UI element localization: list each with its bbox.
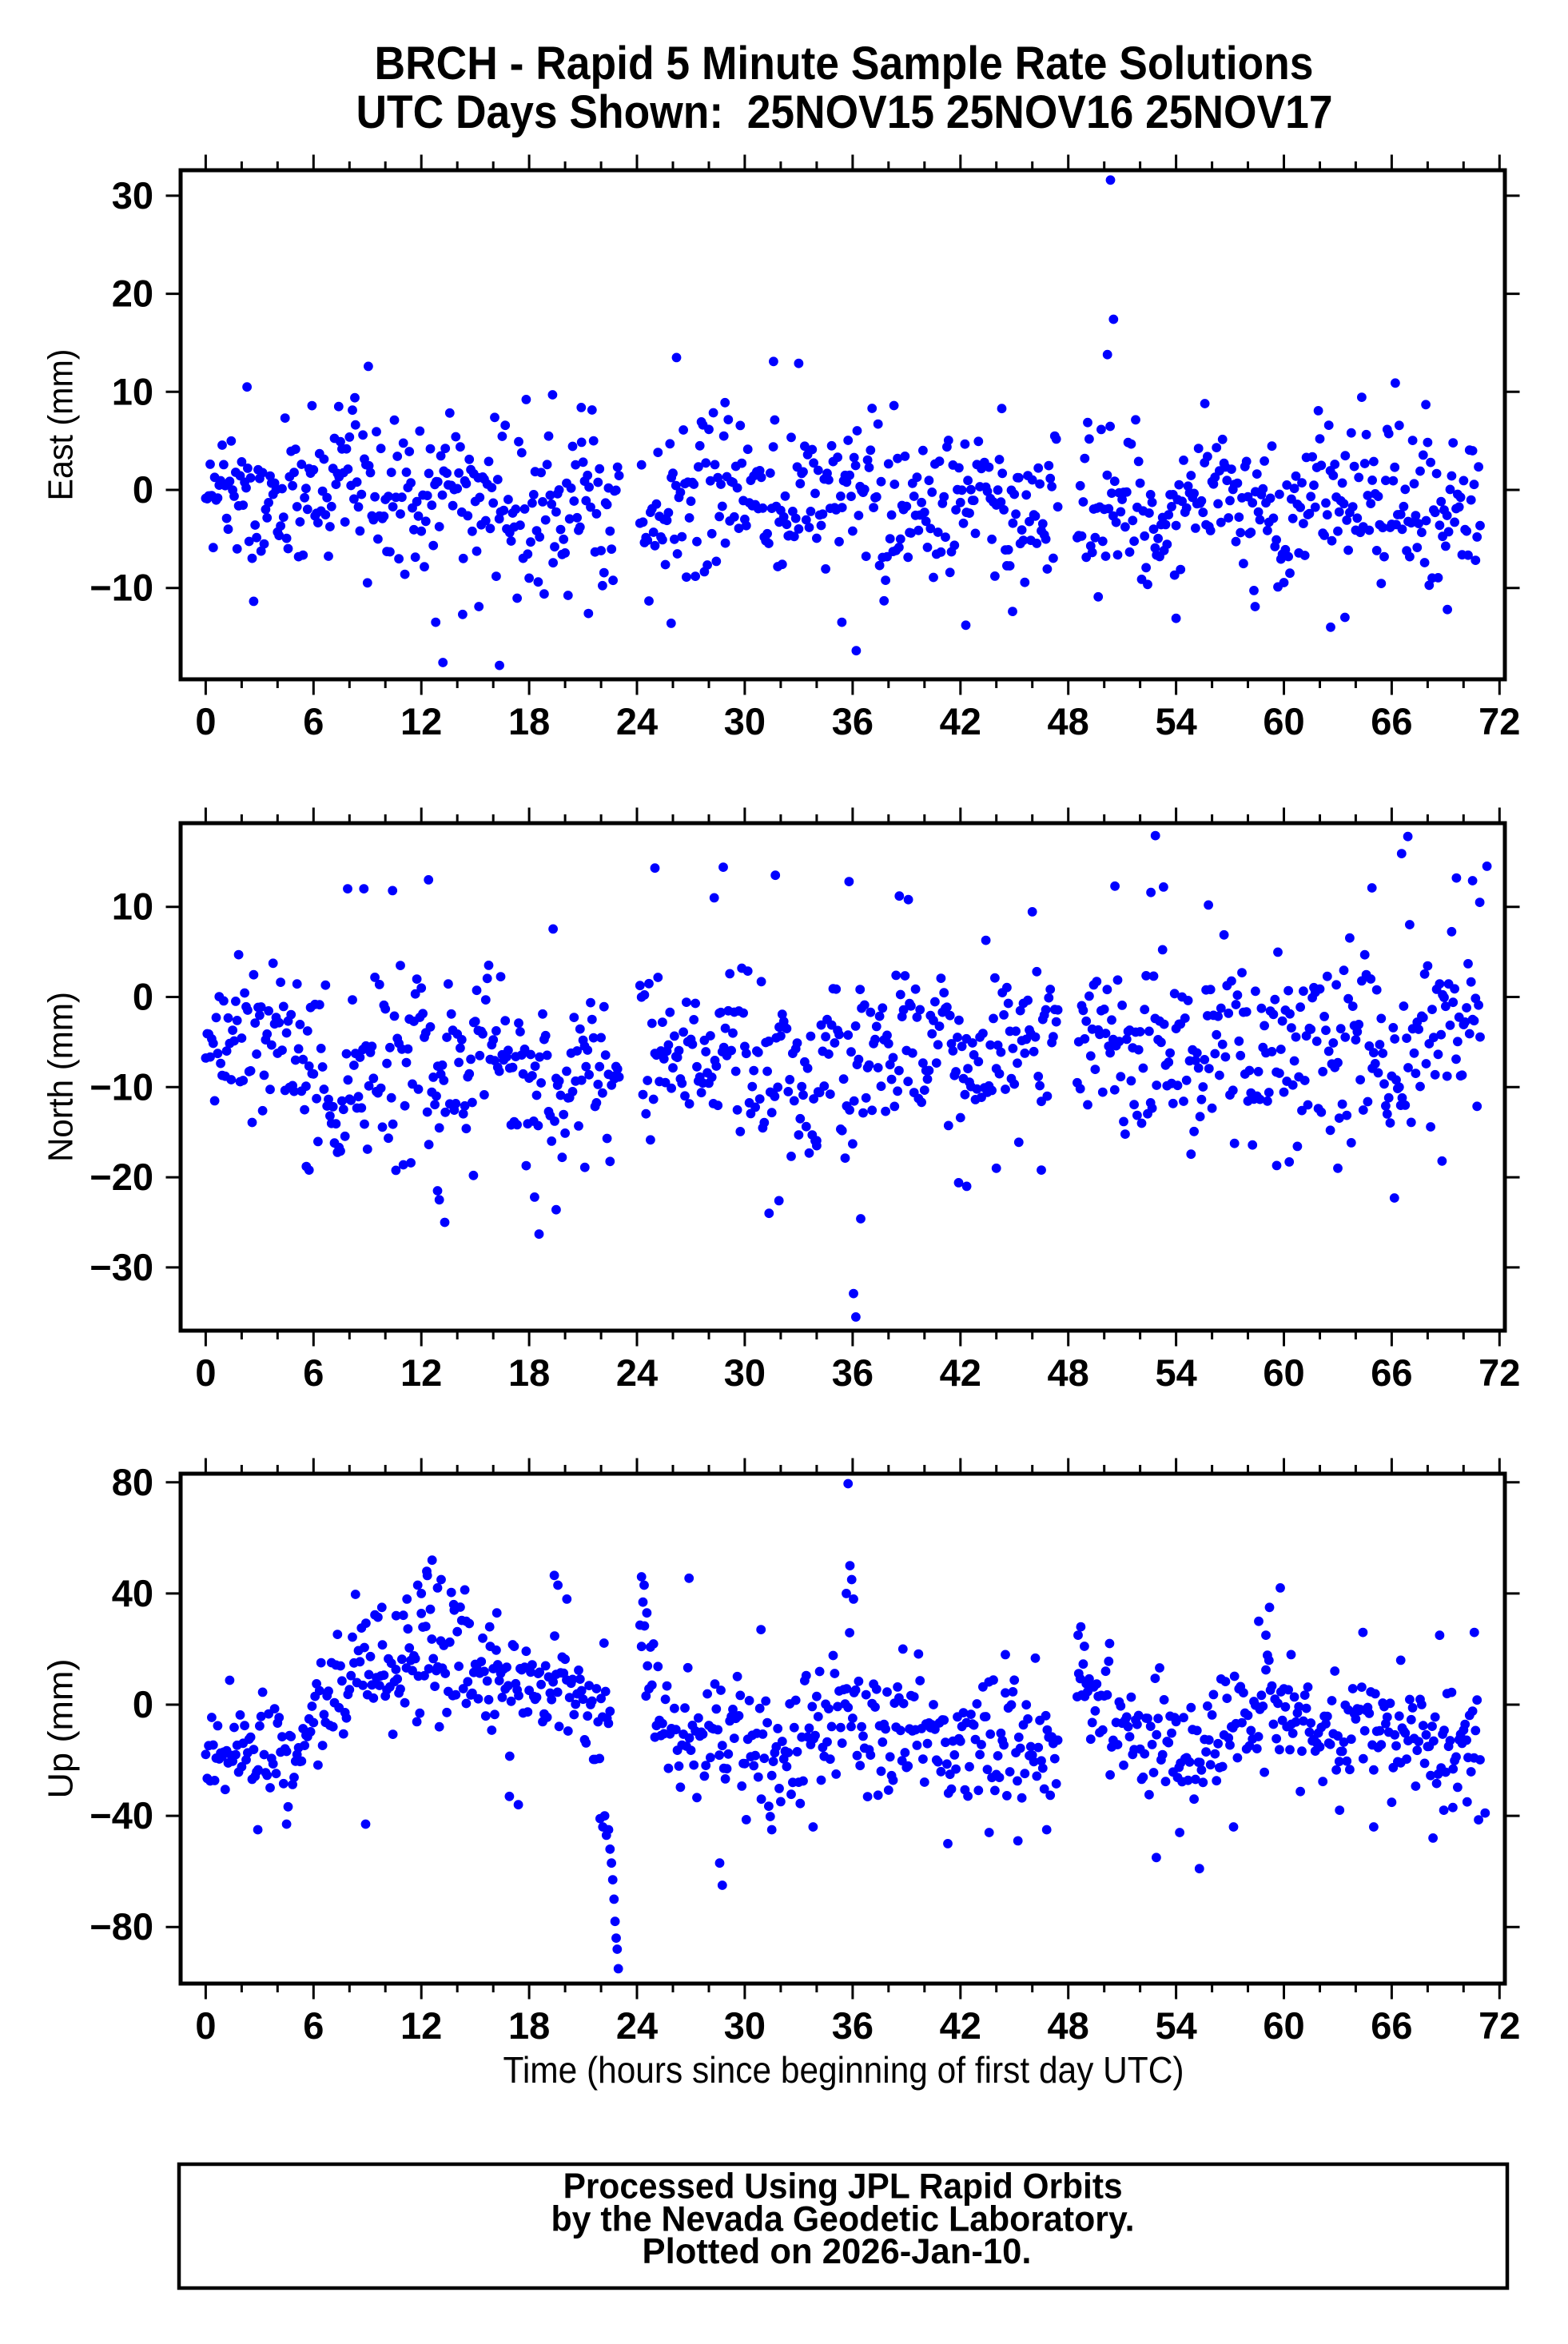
svg-text:6: 6 [303, 2004, 324, 2047]
svg-text:54: 54 [1155, 1351, 1196, 1394]
svg-text:30: 30 [724, 1351, 766, 1394]
svg-text:66: 66 [1371, 700, 1412, 742]
svg-text:North (mm): North (mm) [42, 992, 81, 1162]
svg-text:42: 42 [940, 2004, 981, 2047]
svg-text:10: 10 [112, 885, 153, 928]
svg-text:Up (mm): Up (mm) [42, 1659, 81, 1799]
svg-text:48: 48 [1048, 1351, 1089, 1394]
svg-text:72: 72 [1478, 2004, 1520, 2047]
svg-text:36: 36 [832, 700, 874, 742]
svg-text:0: 0 [195, 700, 216, 742]
svg-text:30: 30 [724, 700, 766, 742]
svg-text:BRCH - Rapid 5 Minute Sample R: BRCH - Rapid 5 Minute Sample Rate Soluti… [375, 38, 1314, 90]
svg-text:Time (hours since beginning of: Time (hours since beginning of first day… [503, 2049, 1184, 2091]
svg-text:60: 60 [1263, 700, 1304, 742]
svg-text:66: 66 [1371, 2004, 1412, 2047]
svg-text:48: 48 [1048, 2004, 1089, 2047]
svg-text:18: 18 [508, 700, 550, 742]
svg-text:30: 30 [112, 174, 153, 217]
svg-text:−10: −10 [90, 567, 153, 609]
svg-text:12: 12 [400, 2004, 442, 2047]
svg-text:−80: −80 [90, 1905, 153, 1948]
svg-text:30: 30 [724, 2004, 766, 2047]
svg-text:−40: −40 [90, 1794, 153, 1837]
svg-text:42: 42 [940, 1351, 981, 1394]
svg-text:40: 40 [112, 1572, 153, 1614]
svg-text:−10: −10 [90, 1065, 153, 1108]
svg-text:East (mm): East (mm) [42, 349, 81, 501]
svg-text:12: 12 [400, 700, 442, 742]
svg-text:20: 20 [112, 273, 153, 315]
svg-text:72: 72 [1478, 1351, 1520, 1394]
svg-text:18: 18 [508, 2004, 550, 2047]
svg-text:60: 60 [1263, 1351, 1304, 1394]
svg-text:−30: −30 [90, 1246, 153, 1288]
svg-text:0: 0 [133, 1683, 153, 1725]
svg-text:24: 24 [616, 1351, 658, 1394]
svg-text:6: 6 [303, 700, 324, 742]
svg-text:54: 54 [1155, 2004, 1196, 2047]
svg-text:72: 72 [1478, 700, 1520, 742]
svg-text:0: 0 [133, 976, 153, 1018]
svg-text:66: 66 [1371, 1351, 1412, 1394]
svg-text:36: 36 [832, 1351, 874, 1394]
svg-text:UTC Days Shown: 25NOV15 25NOV: UTC Days Shown: 25NOV15 25NOV16 25NOV17 [356, 86, 1333, 138]
svg-text:42: 42 [940, 700, 981, 742]
svg-text:24: 24 [616, 2004, 658, 2047]
svg-text:36: 36 [832, 2004, 874, 2047]
svg-text:0: 0 [133, 468, 153, 511]
svg-text:by the Nevada Geodetic Laborat: by the Nevada Geodetic Laboratory. [551, 2200, 1135, 2239]
svg-text:60: 60 [1263, 2004, 1304, 2047]
svg-text:18: 18 [508, 1351, 550, 1394]
svg-text:48: 48 [1048, 700, 1089, 742]
svg-text:54: 54 [1155, 700, 1196, 742]
svg-text:24: 24 [616, 700, 658, 742]
svg-text:10: 10 [112, 370, 153, 412]
svg-text:0: 0 [195, 1351, 216, 1394]
svg-text:6: 6 [303, 1351, 324, 1394]
svg-text:−20: −20 [90, 1156, 153, 1198]
svg-text:Plotted on 2026-Jan-10.: Plotted on 2026-Jan-10. [643, 2232, 1032, 2271]
svg-text:12: 12 [400, 1351, 442, 1394]
svg-text:Processed Using JPL Rapid Orbi: Processed Using JPL Rapid Orbits [563, 2167, 1123, 2207]
svg-text:0: 0 [195, 2004, 216, 2047]
svg-text:80: 80 [112, 1461, 153, 1503]
